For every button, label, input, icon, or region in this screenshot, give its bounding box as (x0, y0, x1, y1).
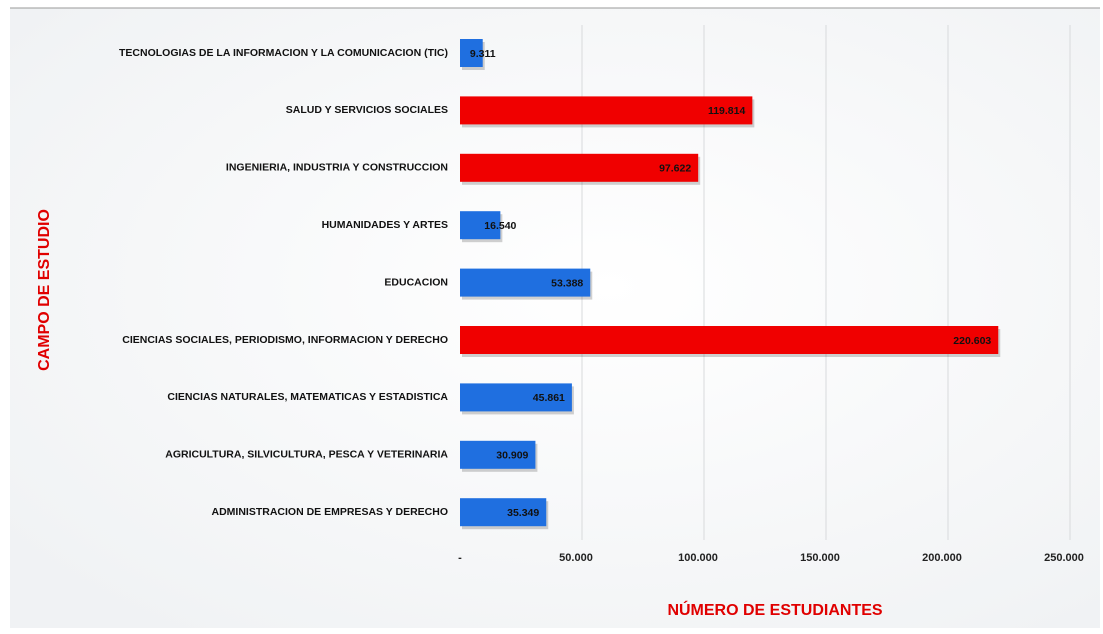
bar (460, 326, 999, 354)
data-label: 97.622 (659, 163, 691, 175)
x-tick-label: - (458, 552, 462, 564)
data-label: 119.814 (708, 105, 746, 117)
data-label: 45.861 (533, 392, 565, 404)
y-tick-label: ADMINISTRACION DE EMPRESAS Y DERECHO (212, 506, 448, 518)
y-tick-label: CIENCIAS SOCIALES, PERIODISMO, INFORMACI… (122, 334, 448, 346)
bar (460, 211, 501, 240)
bar (460, 498, 547, 527)
x-tick-label: 100.000 (678, 552, 718, 564)
bar (460, 440, 536, 469)
x-tick-label: 200.000 (922, 552, 962, 564)
bar (460, 96, 753, 125)
y-axis-label: CAMPO DE ESTUDIO (36, 209, 53, 371)
y-tick-label: SALUD Y SERVICIOS SOCIALES (286, 104, 448, 116)
y-tick-label: CIENCIAS NATURALES, MATEMATICAS Y ESTADI… (167, 391, 448, 403)
x-tick-label: 150.000 (800, 552, 840, 564)
data-label: 53.388 (551, 277, 583, 289)
y-tick-label: EDUCACION (384, 276, 448, 288)
bar (460, 39, 483, 67)
bar (460, 153, 699, 182)
bar (460, 268, 591, 297)
data-label: 16.540 (484, 220, 516, 232)
x-tick-label: 250.000 (1044, 552, 1084, 564)
bar (460, 383, 572, 412)
data-label: 9.311 (470, 48, 496, 60)
y-tick-label: HUMANIDADES Y ARTES (322, 219, 448, 231)
y-tick-label: AGRICULTURA, SILVICULTURA, PESCA Y VETER… (165, 449, 448, 461)
y-tick-label: TECNOLOGIAS DE LA INFORMACION Y LA COMUN… (119, 47, 448, 59)
data-label: 220.603 (953, 335, 991, 347)
x-axis-label: NÚMERO DE ESTUDIANTES (667, 600, 882, 619)
y-tick-label: INGENIERIA, INDUSTRIA Y CONSTRUCCION (226, 162, 448, 174)
data-label: 35.349 (507, 507, 539, 519)
x-tick-label: 50.000 (559, 552, 593, 564)
data-label: 30.909 (496, 450, 528, 462)
